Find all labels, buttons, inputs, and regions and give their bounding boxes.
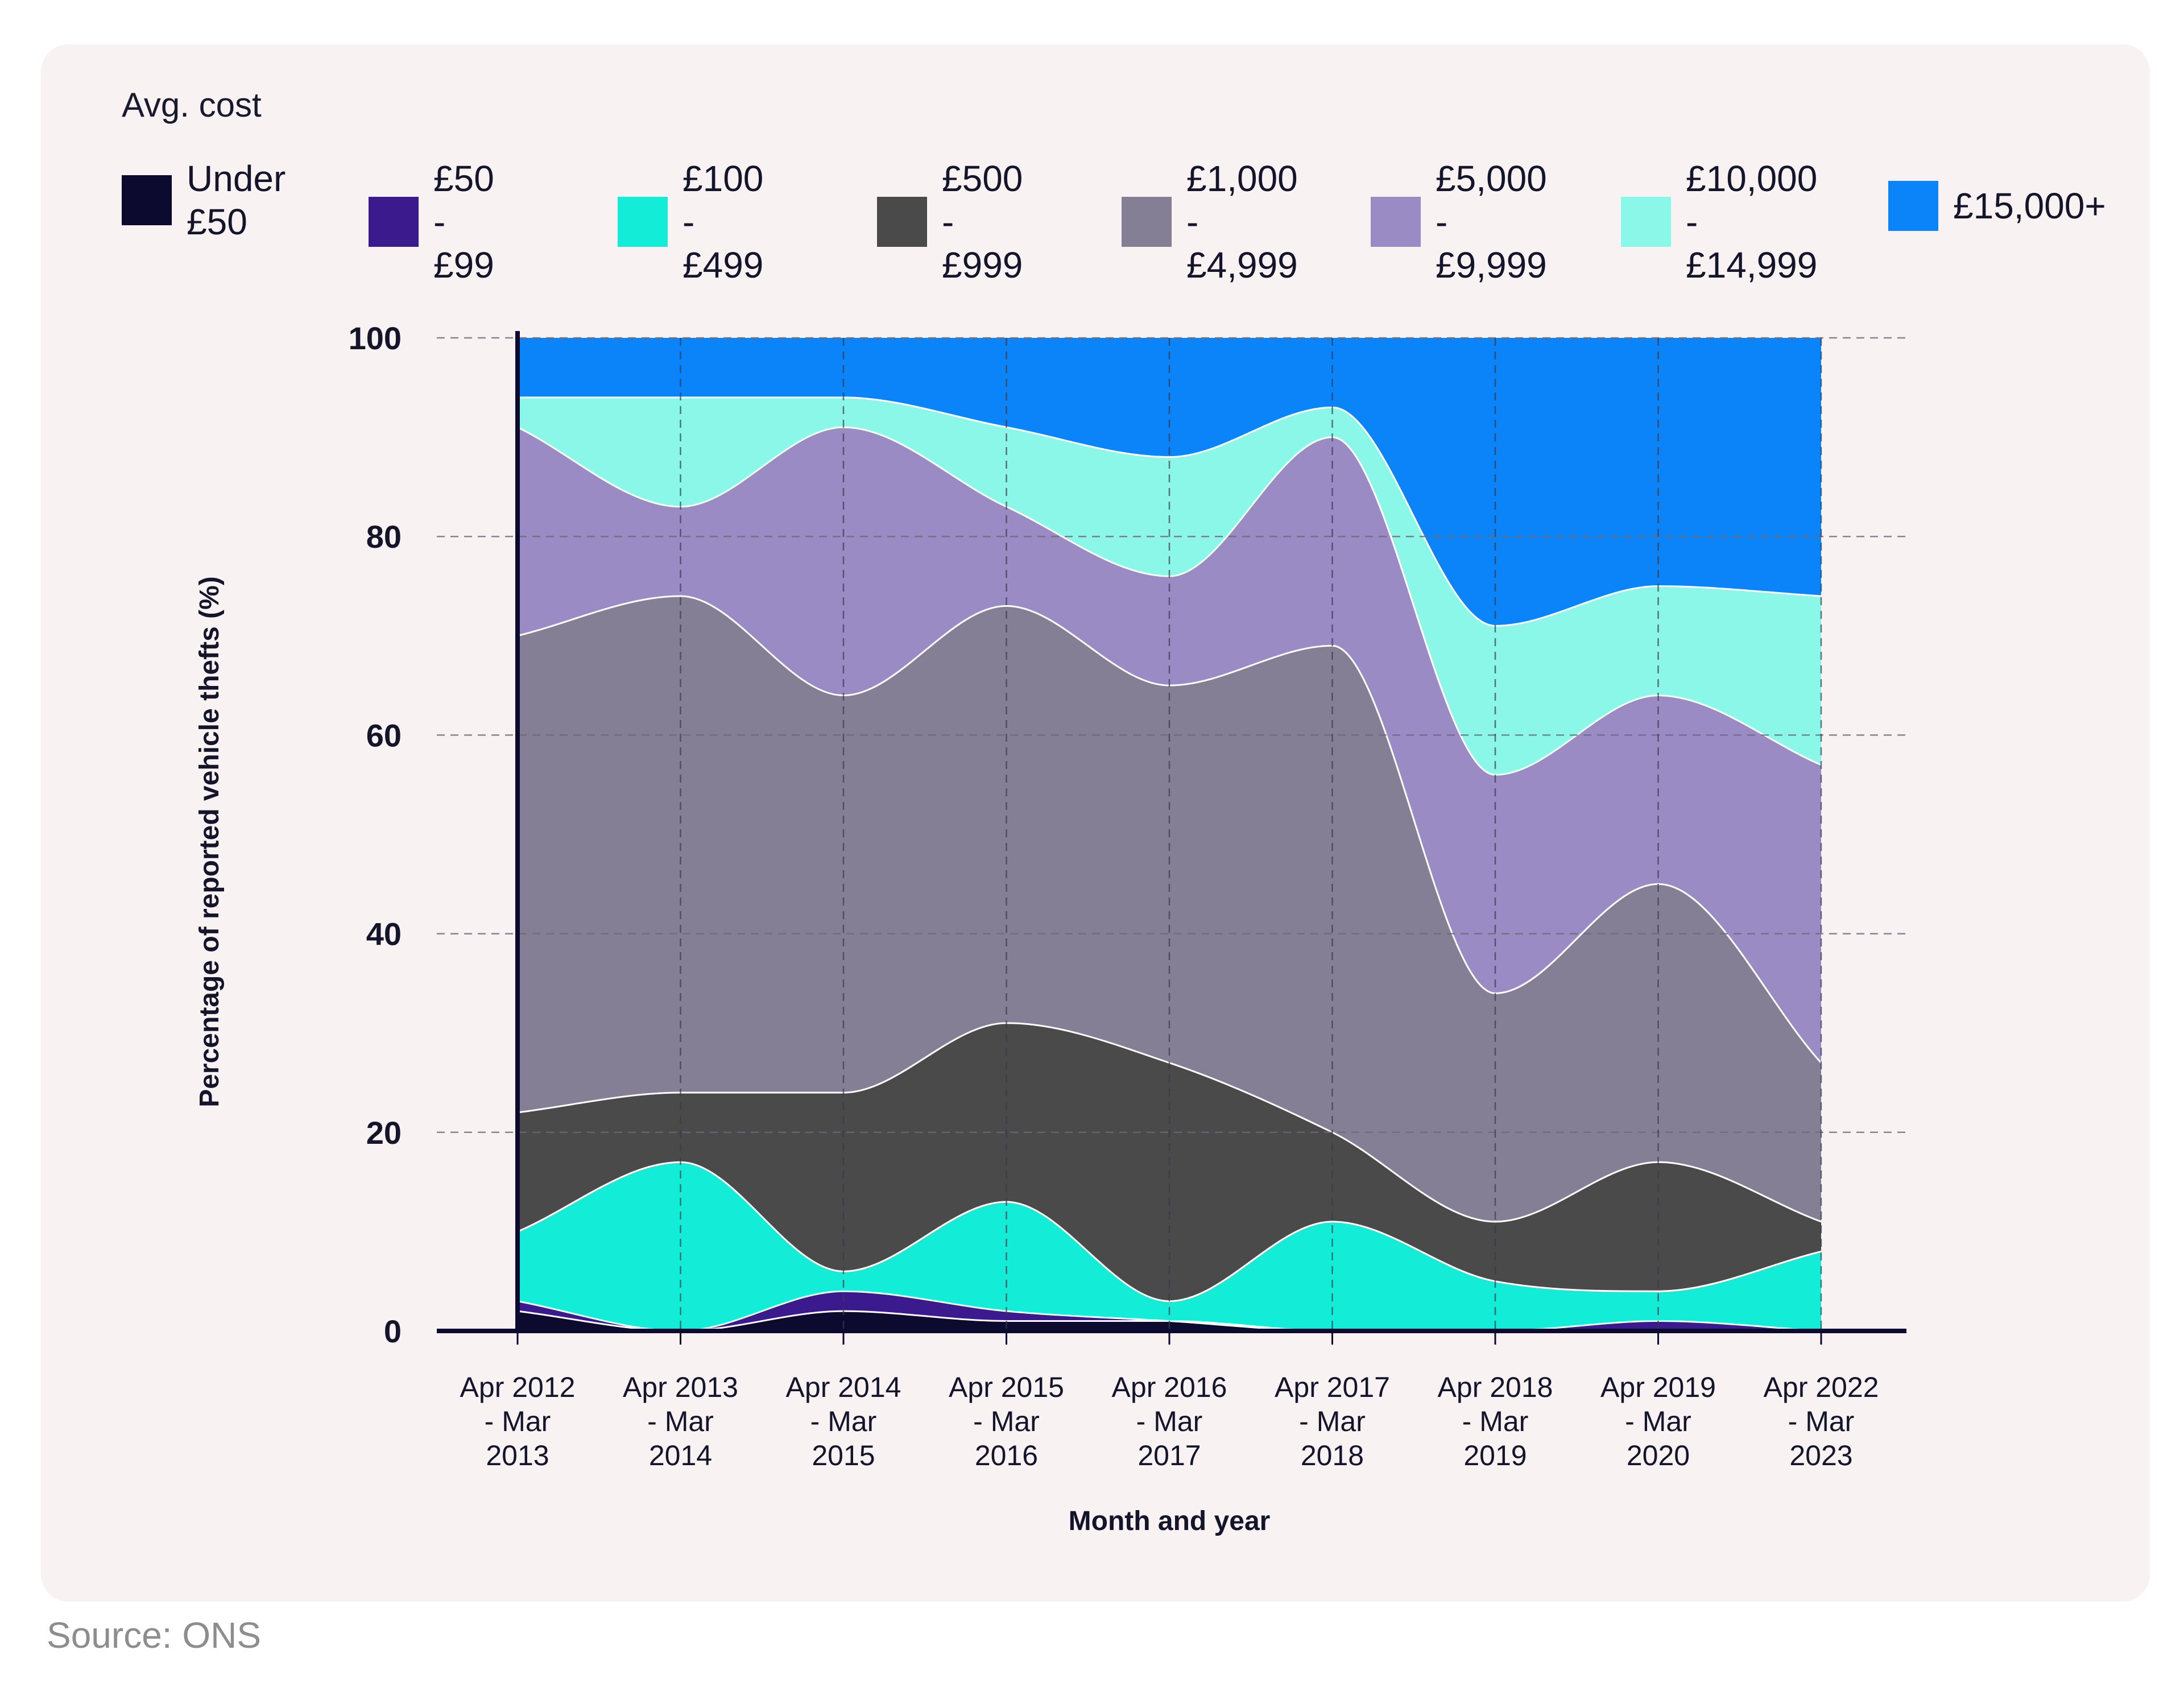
legend-label: £500 - £999: [942, 158, 1023, 286]
y-tick-label: 100: [349, 320, 402, 356]
legend-label: £15,000+: [1953, 185, 2106, 226]
legend-swatch: [122, 175, 172, 225]
y-axis-title: Percentage of reported vehicle thefts (%…: [195, 576, 225, 1107]
legend-label: £50 - £99: [433, 158, 494, 286]
x-tick-label: - Mar: [810, 1405, 877, 1437]
legend-swatch: [1122, 197, 1172, 247]
legend-item: £15,000+: [1888, 181, 2106, 231]
x-tick-label: 2019: [1463, 1440, 1527, 1471]
x-tick-label: Apr 2012: [460, 1371, 576, 1403]
x-tick-label: 2014: [649, 1440, 712, 1471]
legend-item: £5,000 - £9,999: [1371, 157, 1547, 287]
legend-swatch: [1371, 197, 1421, 247]
x-tick-label: Apr 2016: [1112, 1371, 1227, 1403]
legend-item: £500 - £999: [877, 157, 1023, 287]
x-tick-label: 2020: [1627, 1440, 1690, 1471]
area-boundary-line: [517, 1290, 1822, 1332]
x-tick-label: Apr 2013: [623, 1371, 738, 1403]
source-note: Source: ONS: [47, 1615, 262, 1656]
legend-item: £100 - £499: [618, 157, 763, 287]
x-tick-label: 2017: [1138, 1440, 1201, 1471]
area--100-499: [518, 1162, 1821, 1331]
y-tick-label: 60: [366, 717, 402, 753]
legend-item: £50 - £99: [369, 157, 494, 287]
legend-label: £10,000 - £14,999: [1686, 158, 1818, 286]
x-tick-label: - Mar: [973, 1405, 1040, 1437]
x-tick-label: Apr 2022: [1764, 1371, 1879, 1403]
x-tick-label: 2015: [812, 1440, 875, 1471]
legend-label: £5,000 - £9,999: [1436, 158, 1547, 286]
area-boundary-line: [517, 595, 1822, 1064]
x-tick-label: Apr 2017: [1275, 1371, 1390, 1403]
y-tick-label: 0: [384, 1313, 402, 1349]
legend-label: £1,000 - £4,999: [1186, 158, 1298, 286]
legend-swatch: [1888, 181, 1938, 231]
x-axis-title: Month and year: [1069, 1506, 1271, 1536]
y-tick-label: 80: [366, 519, 402, 555]
x-tick-label: 2013: [486, 1440, 549, 1471]
area-boundary-line: [517, 396, 1822, 627]
legend-item: Under £50: [122, 157, 286, 243]
area-boundary-line: [517, 1161, 1822, 1303]
y-tick-label: 20: [366, 1115, 402, 1151]
x-tick-label: 2023: [1789, 1440, 1852, 1471]
x-tick-label: Apr 2014: [786, 1371, 901, 1403]
x-tick-label: - Mar: [647, 1405, 714, 1437]
x-tick-label: Apr 2019: [1600, 1371, 1716, 1403]
legend-swatch: [369, 197, 419, 247]
legend-swatch: [1621, 197, 1671, 247]
x-tick-label: - Mar: [1462, 1405, 1529, 1437]
x-tick-label: - Mar: [1299, 1405, 1366, 1437]
x-tick-label: - Mar: [1788, 1405, 1855, 1437]
x-tick-label: - Mar: [485, 1405, 551, 1437]
x-tick-label: 2018: [1301, 1440, 1364, 1471]
x-tick-label: 2016: [975, 1440, 1038, 1471]
legend-label: Under £50: [187, 158, 286, 242]
x-tick-label: - Mar: [1625, 1405, 1691, 1437]
legend-item: £1,000 - £4,999: [1122, 157, 1298, 287]
legend-swatch: [618, 197, 668, 247]
legend-label: £100 - £499: [682, 158, 764, 286]
area-boundary-line: [517, 426, 1822, 776]
y-tick-label: 40: [366, 916, 402, 952]
legend-swatch: [877, 197, 927, 247]
x-tick-label: Apr 2015: [949, 1371, 1064, 1403]
x-tick-label: - Mar: [1136, 1405, 1203, 1437]
legend-item: £10,000 - £14,999: [1621, 157, 1817, 287]
legend-title: Avg. cost: [122, 86, 262, 124]
x-tick-label: Apr 2018: [1438, 1371, 1553, 1403]
